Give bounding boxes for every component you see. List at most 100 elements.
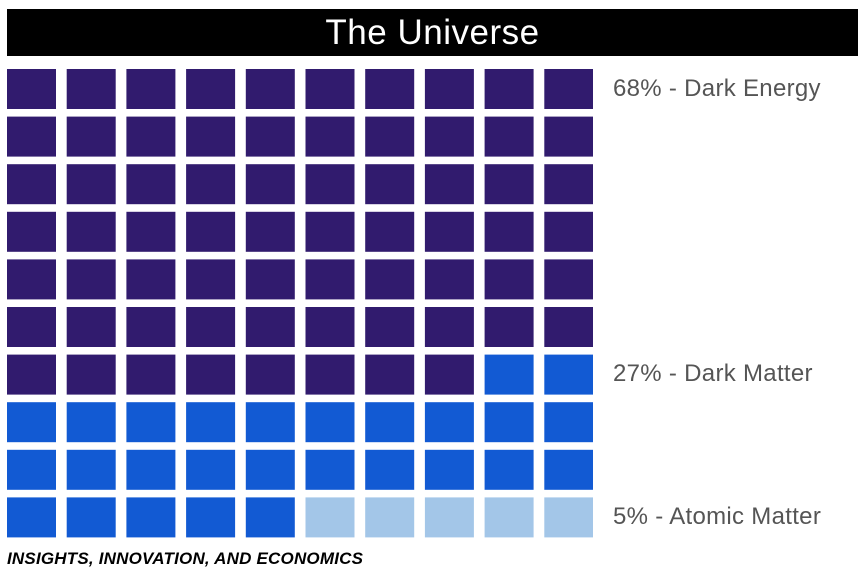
waffle-cell-dark-matter: [544, 449, 593, 490]
waffle-cell-atomic-matter: [424, 497, 474, 538]
waffle-cell-dark-energy: [305, 116, 355, 157]
waffle-cell-dark-energy: [245, 354, 295, 395]
waffle-cell-dark-energy: [126, 164, 176, 205]
waffle-cell-dark-energy: [365, 354, 415, 395]
waffle-cell-dark-energy: [365, 164, 415, 205]
legend-label-dark-matter: 27% - Dark Matter: [613, 360, 813, 387]
waffle-cell-dark-energy: [7, 307, 56, 347]
waffle-cell-dark-energy: [66, 307, 116, 347]
waffle-cell-dark-energy: [424, 211, 474, 252]
waffle-cell-dark-energy: [126, 211, 176, 252]
waffle-cell-dark-energy: [305, 69, 355, 109]
waffle-cell-dark-energy: [365, 116, 415, 157]
waffle-cell-dark-energy: [424, 259, 474, 300]
waffle-cell-dark-energy: [66, 354, 116, 395]
waffle-cell-dark-energy: [7, 259, 56, 300]
waffle-cell-dark-matter: [7, 449, 56, 490]
waffle-cell-dark-matter: [484, 449, 534, 490]
waffle-cell-dark-energy: [484, 69, 534, 109]
waffle-cell-dark-energy: [305, 259, 355, 300]
waffle-cell-dark-energy: [66, 259, 116, 300]
waffle-cell-dark-energy: [66, 69, 116, 109]
waffle-cell-dark-energy: [484, 211, 534, 252]
waffle-cell-dark-energy: [424, 116, 474, 157]
waffle-cell-dark-matter: [186, 402, 236, 443]
waffle-cell-dark-energy: [365, 259, 415, 300]
waffle-cell-dark-energy: [126, 69, 176, 109]
waffle-cell-dark-matter: [365, 449, 415, 490]
waffle-cell-dark-matter: [544, 402, 593, 443]
waffle-cell-dark-energy: [245, 164, 295, 205]
waffle-cell-dark-energy: [305, 164, 355, 205]
waffle-cell-dark-energy: [484, 116, 534, 157]
waffle-cell-dark-energy: [424, 307, 474, 347]
waffle-cell-dark-matter: [484, 354, 534, 395]
waffle-cell-dark-energy: [126, 354, 176, 395]
waffle-cell-dark-energy: [186, 307, 236, 347]
waffle-cell-dark-energy: [365, 211, 415, 252]
waffle-cell-dark-matter: [126, 449, 176, 490]
waffle-cell-dark-energy: [186, 211, 236, 252]
waffle-cell-dark-matter: [544, 354, 593, 395]
waffle-cell-dark-energy: [66, 164, 116, 205]
waffle-cell-dark-energy: [484, 307, 534, 347]
waffle-cell-dark-matter: [66, 497, 116, 538]
waffle-cell-dark-energy: [424, 69, 474, 109]
waffle-cell-dark-energy: [186, 259, 236, 300]
waffle-cell-dark-matter: [305, 449, 355, 490]
waffle-cell-dark-energy: [7, 164, 56, 205]
footer-tagline: INSIGHTS, INNOVATION, AND ECONOMICS: [7, 549, 364, 568]
waffle-cell-dark-energy: [245, 259, 295, 300]
legend-label-dark-energy: 68% - Dark Energy: [613, 75, 821, 102]
waffle-cell-dark-energy: [7, 211, 56, 252]
waffle-cell-dark-matter: [245, 497, 295, 538]
waffle-cell-dark-energy: [66, 211, 116, 252]
waffle-cell-dark-matter: [126, 402, 176, 443]
waffle-cell-dark-matter: [7, 497, 56, 538]
waffle-cell-dark-matter: [245, 402, 295, 443]
waffle-cell-dark-energy: [186, 116, 236, 157]
waffle-cell-dark-energy: [544, 164, 593, 205]
waffle-cell-atomic-matter: [365, 497, 415, 538]
waffle-cell-dark-energy: [186, 354, 236, 395]
waffle-cell-dark-energy: [245, 211, 295, 252]
waffle-cell-dark-energy: [126, 116, 176, 157]
waffle-cell-dark-matter: [424, 402, 474, 443]
waffle-cell-dark-energy: [365, 69, 415, 109]
waffle-cell-atomic-matter: [305, 497, 355, 538]
waffle-cell-dark-energy: [365, 307, 415, 347]
waffle-cell-atomic-matter: [544, 497, 593, 538]
waffle-cell-dark-energy: [424, 164, 474, 205]
waffle-cell-dark-energy: [66, 116, 116, 157]
waffle-cell-dark-energy: [7, 69, 56, 109]
waffle-cell-dark-energy: [424, 354, 474, 395]
waffle-cell-dark-energy: [484, 259, 534, 300]
waffle-cell-dark-energy: [186, 164, 236, 205]
waffle-cell-dark-matter: [126, 497, 176, 538]
waffle-cell-dark-energy: [245, 116, 295, 157]
waffle-cell-dark-energy: [126, 307, 176, 347]
legend-label-atomic-matter: 5% - Atomic Matter: [613, 503, 822, 530]
waffle-cell-dark-matter: [365, 402, 415, 443]
waffle-cell-dark-matter: [484, 402, 534, 443]
waffle-cell-dark-energy: [544, 69, 593, 109]
waffle-cell-dark-energy: [126, 259, 176, 300]
waffle-cell-dark-energy: [544, 307, 593, 347]
waffle-cell-dark-energy: [186, 69, 236, 109]
waffle-cell-dark-energy: [245, 69, 295, 109]
waffle-cell-dark-matter: [186, 497, 236, 538]
waffle-cell-dark-matter: [245, 449, 295, 490]
waffle-cell-dark-matter: [305, 402, 355, 443]
waffle-cell-dark-energy: [305, 211, 355, 252]
waffle-cell-dark-energy: [305, 354, 355, 395]
waffle-cell-atomic-matter: [484, 497, 534, 538]
waffle-cell-dark-energy: [245, 307, 295, 347]
waffle-cell-dark-energy: [484, 164, 534, 205]
waffle-cell-dark-energy: [544, 211, 593, 252]
waffle-cell-dark-matter: [66, 402, 116, 443]
waffle-cell-dark-matter: [7, 402, 56, 443]
waffle-cell-dark-energy: [305, 307, 355, 347]
waffle-cell-dark-energy: [7, 354, 56, 395]
waffle-cell-dark-energy: [544, 116, 593, 157]
waffle-cell-dark-energy: [7, 116, 56, 157]
